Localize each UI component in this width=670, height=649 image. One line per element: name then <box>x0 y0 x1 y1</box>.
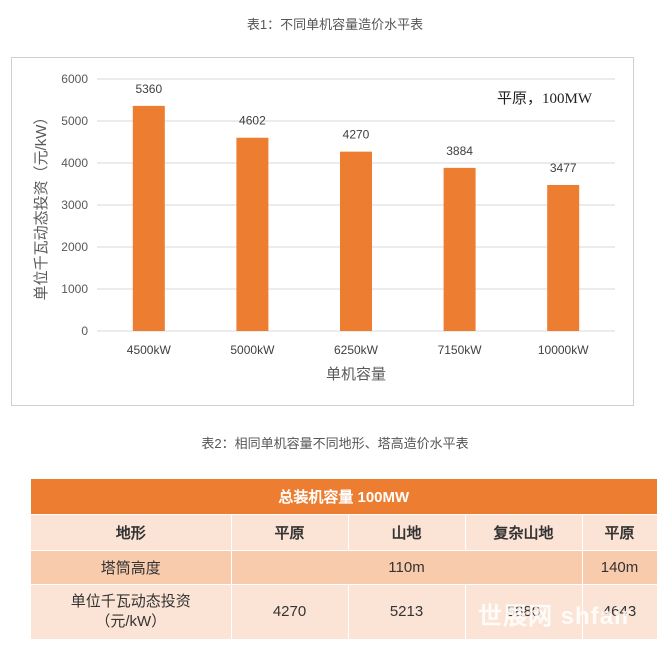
table-title: 总装机容量 100MW <box>31 479 658 515</box>
y-tick-label: 5000 <box>61 114 88 128</box>
cost-table: 总装机容量 100MW 地形 平原 山地 复杂山地 平原 塔筒高度 110m 1… <box>31 479 658 640</box>
data-label: 5360 <box>135 82 162 96</box>
x-axis-title: 单机容量 <box>326 366 386 383</box>
bar <box>547 184 580 331</box>
bar <box>132 105 165 331</box>
y-tick-label: 0 <box>81 324 88 338</box>
header-terrain: 地形 <box>31 514 232 551</box>
data-label: 3884 <box>446 144 473 158</box>
header-mountain: 山地 <box>348 514 466 551</box>
data-label: 4270 <box>343 128 370 142</box>
y-tick-label: 6000 <box>61 72 88 86</box>
tower-height-value: 110m <box>231 550 583 585</box>
tower-height-label: 塔筒高度 <box>31 550 232 585</box>
investment-value: 5880 <box>465 584 583 640</box>
bar <box>236 137 269 331</box>
investment-value: 5213 <box>348 584 466 640</box>
tower-height-value-2: 140m <box>582 550 658 585</box>
x-tick-label: 7150kW <box>438 343 483 357</box>
investment-label: 单位千瓦动态投资 （元/kW） <box>31 584 232 640</box>
y-tick-label: 3000 <box>61 198 88 212</box>
bar <box>340 151 372 331</box>
header-plain: 平原 <box>231 514 349 551</box>
header-plain-2: 平原 <box>582 514 658 551</box>
bar-chart-frame: 0 1000 2000 3000 4000 5000 6000 5360 4500kW 4602 5… <box>11 57 634 406</box>
data-label: 4602 <box>239 114 266 128</box>
x-tick-label: 4500kW <box>127 343 172 357</box>
table-row: 塔筒高度 110m 140m <box>31 550 658 585</box>
investment-value: 4270 <box>231 584 349 640</box>
chart-caption: 表1：不同单机容量造价水平表 <box>246 17 424 32</box>
bar-chart: 0 1000 2000 3000 4000 5000 6000 5360 4500kW 4602 5… <box>33 72 615 383</box>
chart-annotation: 平原，100MW <box>497 91 593 107</box>
y-tick-label: 2000 <box>61 240 88 254</box>
investment-label-line2: （元/kW） <box>95 613 167 630</box>
x-tick-label: 6250kW <box>334 343 379 357</box>
table-row: 单位千瓦动态投资 （元/kW） 4270 5213 5880 4643 <box>31 584 658 640</box>
x-tick-label: 5000kW <box>230 343 275 357</box>
y-tick-label: 4000 <box>61 156 88 170</box>
investment-label-line1: 单位千瓦动态投资 <box>70 593 191 610</box>
data-label: 3477 <box>550 161 577 175</box>
y-axis-title: 单位千瓦动态投资（元/kW） <box>33 110 50 301</box>
bar <box>443 167 476 331</box>
table-header-row: 地形 平原 山地 复杂山地 平原 <box>31 514 658 551</box>
x-tick-label: 10000kW <box>538 343 589 357</box>
table-caption: 表2：相同单机容量不同地形、塔高造价水平表 <box>201 436 469 451</box>
y-tick-label: 1000 <box>61 282 88 296</box>
header-complex-mountain: 复杂山地 <box>465 514 583 551</box>
investment-value: 4643 <box>582 584 658 640</box>
